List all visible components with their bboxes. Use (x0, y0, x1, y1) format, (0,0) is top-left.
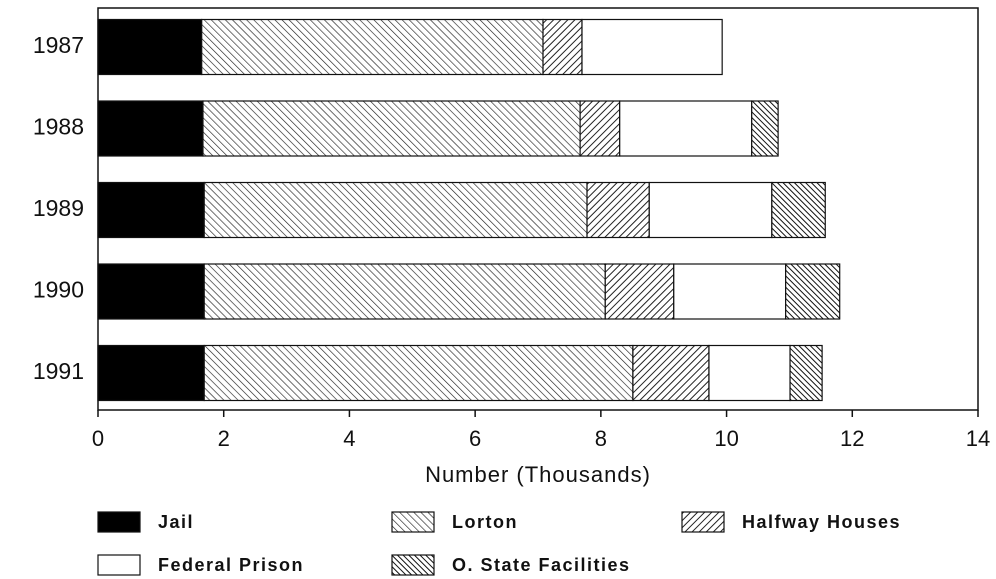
legend-swatch (97, 511, 141, 533)
y-tick-label: 1988 (33, 114, 84, 140)
bar-segment (542, 18, 583, 76)
bar-segment (604, 263, 675, 320)
y-tick-label: 1991 (33, 358, 84, 384)
x-tick-label: 0 (92, 426, 104, 451)
legend-label: Federal Prison (158, 555, 304, 575)
bar-segment (785, 263, 841, 320)
y-tick-label: 1990 (33, 277, 84, 303)
x-tick-label: 10 (714, 426, 738, 451)
x-tick-label: 6 (469, 426, 481, 451)
bar-segment (201, 18, 544, 76)
bar-segment (771, 181, 826, 239)
bar-segment (648, 181, 773, 239)
legend-swatch (391, 554, 435, 576)
bar-segment (203, 181, 588, 239)
legend-label: Lorton (452, 512, 518, 532)
bar-segment (579, 100, 621, 157)
x-axis-title: Number (Thousands) (425, 462, 651, 487)
y-tick-label: 1989 (33, 195, 84, 221)
legend-swatch (391, 511, 435, 533)
legend-label: Halfway Houses (742, 512, 901, 532)
bar-segment (203, 263, 606, 320)
bar-segment (673, 263, 787, 320)
x-tick-label: 8 (595, 426, 607, 451)
legend-label: Jail (158, 512, 194, 532)
x-tick-label: 12 (840, 426, 864, 451)
bar-segment (581, 18, 723, 76)
x-tick-label: 14 (966, 426, 990, 451)
x-tick-label: 2 (218, 426, 230, 451)
bar-segment (708, 344, 791, 402)
bar-segment (751, 100, 779, 157)
bar-segment (202, 100, 581, 157)
bar-segment (632, 344, 710, 402)
bar-segment (97, 181, 205, 239)
legend-swatch (681, 511, 725, 533)
bar-segment (97, 18, 203, 76)
y-tick-label: 1987 (33, 32, 84, 58)
bar-segment (97, 344, 205, 402)
bar-segment (97, 263, 205, 320)
legend-swatch (97, 554, 141, 576)
bar-segment (203, 344, 634, 402)
bar-segment (586, 181, 650, 239)
bar-segment (619, 100, 753, 157)
x-tick-label: 4 (343, 426, 355, 451)
bar-segment (97, 100, 204, 157)
bar-segment (789, 344, 823, 402)
legend-label: O. State Facilities (452, 555, 631, 575)
